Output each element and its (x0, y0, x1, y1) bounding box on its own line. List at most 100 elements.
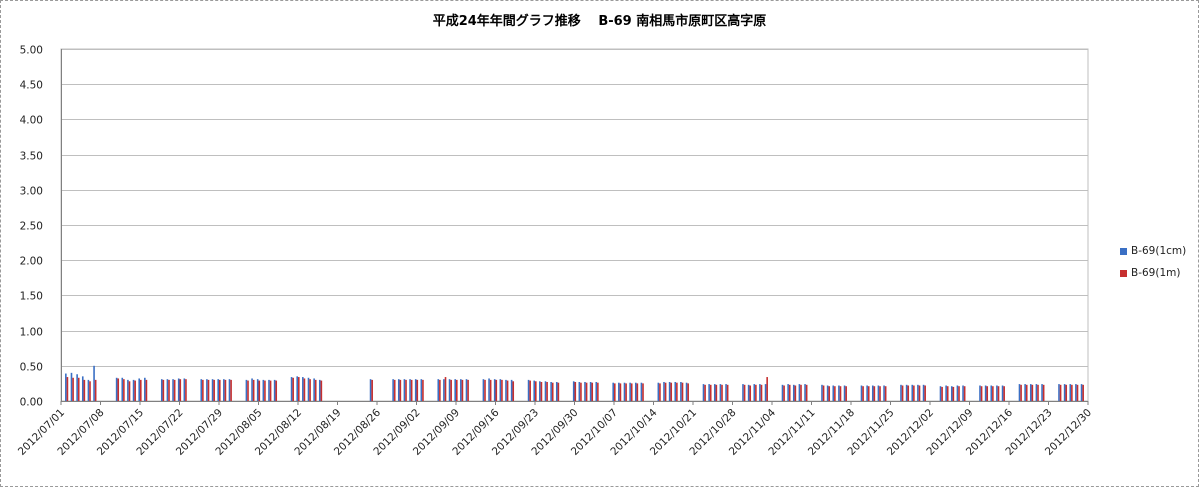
bar-1cm-40 (414, 379, 417, 401)
bar-1cm-76 (685, 382, 688, 401)
y-tick-label-2: 1.00 (20, 327, 43, 339)
bar-1m-120 (1037, 384, 1039, 401)
bar-1m-9 (134, 380, 136, 401)
bar-1cm-25 (256, 379, 259, 401)
bar-1cm-57 (544, 381, 547, 401)
y-tick-label-1: 0.50 (20, 362, 43, 374)
bar-1m-118 (1025, 384, 1028, 401)
bar-1m-31 (303, 378, 306, 401)
y-tick-label-3: 1.50 (20, 291, 43, 303)
bar-1m-6 (117, 378, 120, 401)
bar-1cm-65 (612, 382, 614, 401)
bar-1cm-11 (144, 377, 146, 401)
bar-1cm-90 (798, 384, 801, 401)
bar-1cm-121 (1041, 384, 1043, 401)
bar-1m-107 (941, 386, 943, 401)
bar-1m-122 (1059, 384, 1062, 401)
bar-1cm-37 (397, 379, 400, 401)
bar-1m-112 (980, 386, 983, 401)
bar-1m-80 (721, 384, 723, 401)
bar-1cm-9 (132, 379, 135, 401)
bar-1cm-75 (680, 381, 682, 401)
bar-1cm-23 (245, 379, 248, 401)
bar-1cm-78 (708, 384, 710, 401)
bar-1m-116 (1003, 386, 1005, 401)
bar-1m-51 (501, 379, 503, 401)
bar-1cm-1 (70, 372, 73, 401)
bar-1cm-85 (759, 384, 761, 401)
bar-1m-47 (467, 379, 469, 401)
bar-1cm-14 (172, 379, 174, 401)
bar-1cm-2 (76, 374, 78, 401)
bar-1cm-82 (742, 384, 744, 401)
bar-1m-105 (918, 385, 921, 401)
bar-1m-63 (591, 382, 594, 401)
bar-1m-67 (625, 383, 627, 401)
bar-1m-37 (399, 379, 402, 401)
bar-1m-82 (743, 384, 746, 401)
bar-1m-22 (230, 379, 232, 401)
bar-1cm-118 (1024, 384, 1026, 401)
bar-1m-76 (687, 383, 689, 401)
bar-1cm-20 (217, 379, 219, 401)
bar-1cm-45 (454, 379, 456, 401)
bar-1m-83 (749, 385, 752, 401)
bar-1cm-26 (262, 379, 265, 401)
bar-1m-85 (760, 384, 763, 401)
bar-1cm-13 (166, 379, 169, 401)
bar-1m-70 (642, 383, 644, 401)
bar-1m-75 (681, 382, 684, 401)
bar-1m-52 (506, 380, 509, 401)
bar-1cm-99 (871, 385, 874, 401)
bar-1cm-36 (392, 379, 394, 401)
bar-1m-3 (83, 379, 86, 401)
bar-1m-101 (884, 386, 887, 401)
legend: B-69(1cm) B-69(1m) (1120, 240, 1186, 284)
bar-1cm-16 (183, 378, 186, 401)
bar-1m-77 (704, 384, 706, 401)
bar-1cm-61 (578, 381, 581, 401)
bar-1cm-6 (115, 377, 118, 401)
bar-1cm-112 (979, 385, 981, 401)
bar-1m-125 (1076, 384, 1079, 401)
y-tick-label-10: 5.00 (20, 45, 43, 57)
bar-1m-121 (1042, 384, 1045, 401)
bar-1cm-39 (409, 379, 411, 401)
bar-1cm-62 (584, 381, 586, 401)
bar-1m-42 (439, 379, 441, 401)
bar-1cm-79 (713, 384, 716, 401)
bar-1m-93 (828, 386, 831, 401)
bar-1m-86 (766, 377, 768, 401)
y-tick-label-8: 4.00 (20, 115, 43, 127)
bar-1m-126 (1082, 384, 1084, 401)
bar-1m-40 (416, 379, 419, 401)
bar-1cm-86 (764, 384, 767, 401)
bar-1m-103 (907, 385, 910, 401)
bar-1m-2 (77, 377, 80, 401)
bar-1m-45 (456, 379, 458, 401)
bar-1cm-92 (821, 384, 823, 401)
bar-1m-16 (185, 379, 187, 401)
bar-1m-4 (89, 381, 91, 401)
bar-1m-96 (845, 386, 847, 401)
bar-1m-19 (213, 379, 215, 401)
bar-1cm-110 (956, 385, 959, 401)
bar-1cm-24 (251, 378, 253, 401)
bar-1m-58 (551, 382, 554, 401)
bar-1cm-108 (945, 385, 947, 401)
bar-1cm-59 (555, 381, 558, 401)
bar-1m-81 (726, 384, 729, 401)
bar-1m-12 (162, 379, 165, 401)
bar-1cm-17 (200, 379, 203, 401)
bar-1m-104 (913, 385, 915, 401)
bar-1m-79 (715, 384, 718, 401)
bar-1m-88 (788, 384, 791, 401)
bar-1cm-101 (883, 385, 885, 401)
bar-1cm-98 (866, 385, 868, 401)
legend-item-1cm: B-69(1cm) (1120, 240, 1186, 262)
legend-swatch-1cm (1120, 247, 1127, 255)
bar-1cm-68 (629, 382, 631, 401)
bar-1cm-105 (917, 384, 919, 401)
